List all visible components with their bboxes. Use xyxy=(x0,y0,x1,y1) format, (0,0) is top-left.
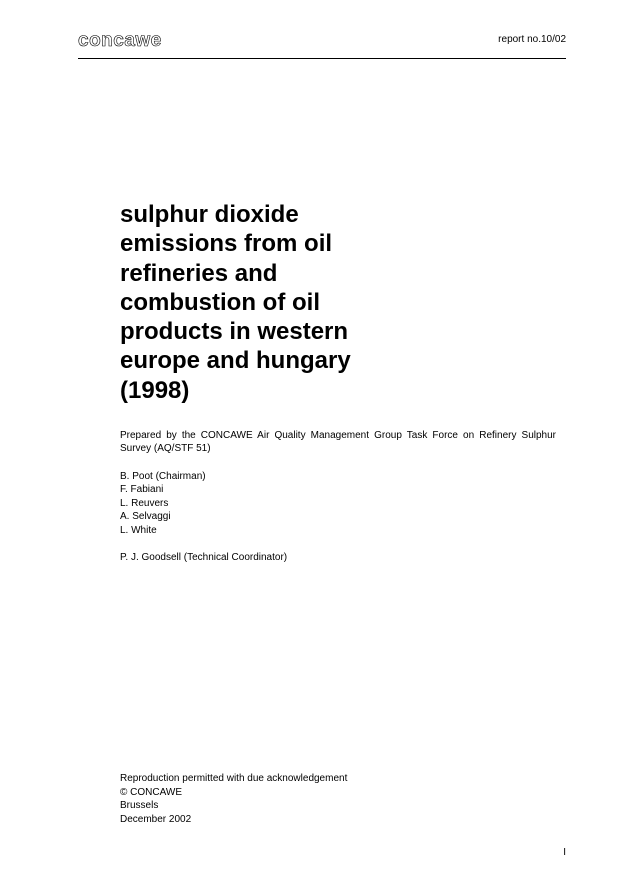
reproduction-notice: Reproduction permitted with due acknowle… xyxy=(120,772,347,786)
author: L. White xyxy=(120,524,556,538)
author: A. Selvaggi xyxy=(120,510,556,524)
author: L. Reuvers xyxy=(120,497,556,511)
report-number: report no.10/02 xyxy=(498,34,566,45)
page-number: I xyxy=(563,847,566,858)
page: concawe report no.10/02 sulphur dioxide … xyxy=(0,0,626,888)
author: B. Poot (Chairman) xyxy=(120,470,556,484)
prepared-by: Prepared by the CONCAWE Air Quality Mana… xyxy=(120,429,556,456)
author-list: B. Poot (Chairman) F. Fabiani L. Reuvers… xyxy=(120,470,556,538)
pub-date: December 2002 xyxy=(120,813,347,827)
logo-text: concawe xyxy=(78,30,162,51)
copyright: © CONCAWE xyxy=(120,786,347,800)
page-header: concawe report no.10/02 xyxy=(78,30,566,52)
header-rule xyxy=(78,58,566,59)
place: Brussels xyxy=(120,799,347,813)
logo: concawe xyxy=(78,30,162,52)
technical-coordinator: P. J. Goodsell (Technical Coordinator) xyxy=(120,551,556,565)
footer: Reproduction permitted with due acknowle… xyxy=(120,772,347,826)
document-title: sulphur dioxide emissions from oil refin… xyxy=(120,200,400,405)
body: sulphur dioxide emissions from oil refin… xyxy=(120,200,556,565)
author: F. Fabiani xyxy=(120,483,556,497)
